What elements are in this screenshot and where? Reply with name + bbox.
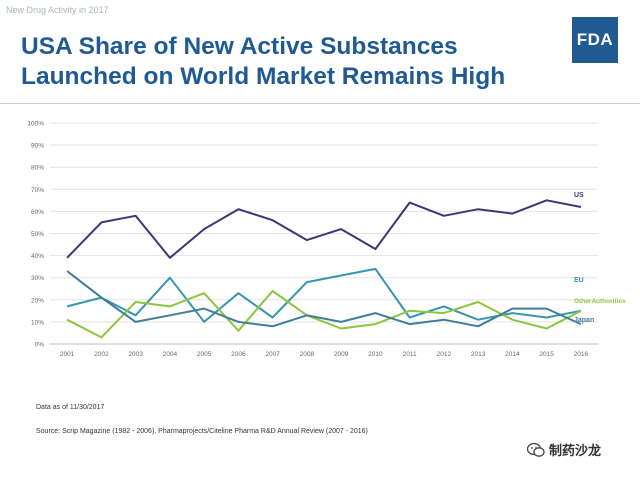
watermark-text: 制药沙龙 — [549, 443, 602, 458]
series-label-eu: EU — [574, 277, 584, 284]
wechat-icon — [527, 442, 545, 457]
y-axis-ticks: 0% 10% 20% 30% 40% 50% 60% 70% 80% 90% 100% — [27, 121, 44, 349]
x-tick-label: 2010 — [368, 351, 383, 358]
fda-logo-text: FDA — [576, 30, 614, 49]
y-tick-label: 80% — [31, 165, 44, 172]
y-tick-label: 90% — [31, 143, 44, 150]
y-tick-label: 10% — [31, 319, 44, 326]
x-tick-label: 2004 — [163, 351, 178, 358]
x-tick-label: 2013 — [471, 351, 486, 358]
y-tick-label: 40% — [31, 253, 44, 260]
x-tick-label: 2007 — [265, 351, 280, 358]
data-as-of-note: Data as of 11/30/2017 — [36, 404, 105, 411]
x-tick-label: 2001 — [60, 351, 75, 358]
divider — [0, 103, 640, 104]
series-line-japan — [66, 270, 582, 328]
x-tick-label: 2016 — [574, 351, 589, 358]
y-tick-label: 70% — [31, 187, 44, 194]
series-line-us — [66, 199, 582, 259]
y-tick-label: 60% — [31, 209, 44, 216]
y-tick-label: 30% — [31, 275, 44, 282]
line-chart: 0%10%20%30%40%50%60%70%80%90%100% 2001 20… — [27, 121, 626, 359]
x-tick-label: 2005 — [197, 351, 212, 358]
watermark: 制药沙龙 — [527, 440, 601, 459]
x-tick-label: 2002 — [94, 351, 109, 358]
series-label-other-authorities: OtherAuthorities — [574, 298, 626, 305]
series-labels: US EU OtherAuthorities Japan — [574, 192, 626, 324]
x-tick-label: 2015 — [539, 351, 554, 358]
series-line-other-authorities — [66, 290, 582, 339]
y-tick-label: 20% — [31, 297, 44, 304]
x-tick-label: 2012 — [437, 351, 452, 358]
header-tag: New Drug Activity in 2017 — [6, 5, 109, 15]
x-tick-label: 2008 — [300, 351, 315, 358]
x-tick-label: 2006 — [231, 351, 246, 358]
fda-logo: FDA — [572, 17, 618, 63]
x-axis-ticks: 2001 2002 2003 2004 2005 2006 2007 2008 2009 2010… — [60, 351, 589, 358]
y-tick-label: 100% — [27, 121, 44, 128]
series-label-us: US — [574, 192, 584, 199]
source-note: Source: Scrip Magazine (1982 - 2006), Ph… — [36, 428, 368, 435]
x-tick-label: 2014 — [505, 351, 520, 358]
y-tick-label: 0% — [35, 342, 45, 349]
y-tick-label: 50% — [31, 231, 44, 238]
x-tick-label: 2011 — [403, 351, 417, 358]
x-tick-label: 2003 — [128, 351, 143, 358]
x-tick-label: 2009 — [334, 351, 349, 358]
chart-series — [66, 199, 582, 339]
page-title: USA Share of New Active Substances Launc… — [21, 33, 506, 90]
series-label-japan: Japan — [574, 317, 594, 324]
chart-grid — [50, 122, 598, 345]
